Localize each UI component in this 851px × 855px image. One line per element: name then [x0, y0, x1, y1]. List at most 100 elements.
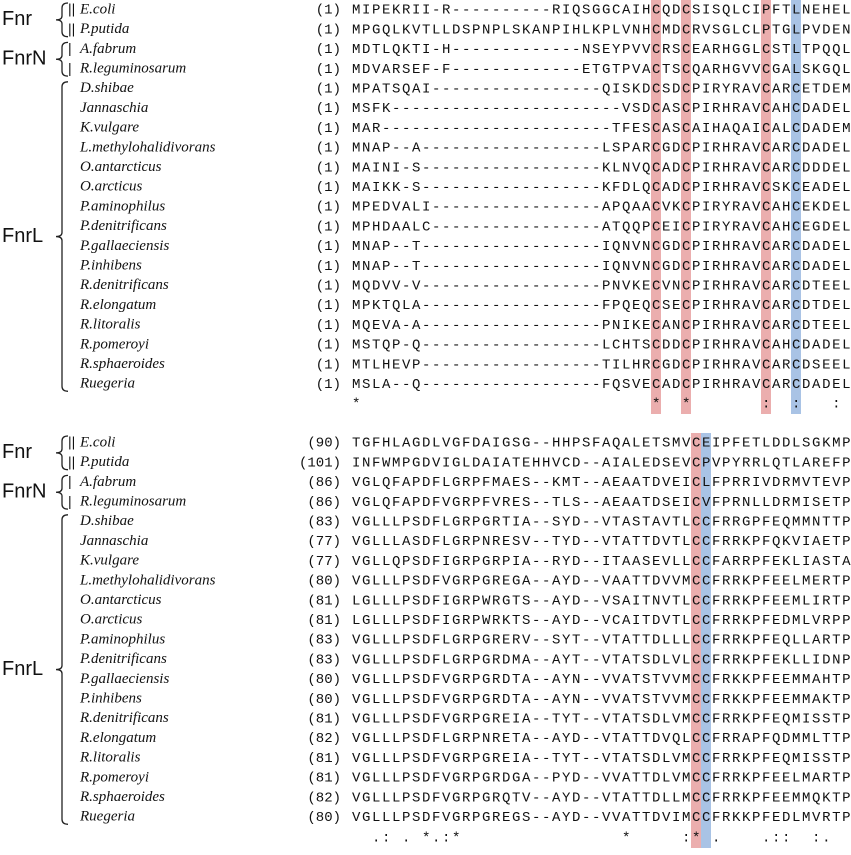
start-position: (1) [316, 141, 341, 157]
row-prefix: || [68, 434, 75, 450]
sequence: VGLLLPSDFLGRPGRERV--SYT--VTATTDLLLCCFRRK… [352, 633, 851, 649]
start-position: (1) [316, 22, 341, 38]
species-name: R.leguminosarum [79, 61, 186, 77]
species-name: R.sphaeroides [79, 789, 165, 805]
species-name: P.gallaeciensis [79, 238, 169, 254]
species-name: D.shibae [79, 80, 134, 96]
sequence: MTLHEVP------------------TILHRCGDCPIRHRA… [352, 357, 851, 373]
species-name: R.litoralis [79, 750, 141, 766]
species-name: R.denitrificans [79, 710, 169, 726]
start-position: (80) [307, 672, 341, 688]
start-position: (80) [307, 574, 341, 590]
start-position: (1) [316, 82, 341, 98]
start-position: (81) [307, 771, 341, 787]
start-position: (1) [316, 239, 341, 255]
species-name: R.pomeroyi [79, 769, 149, 785]
start-position: (1) [316, 101, 341, 117]
sequence: VGLLLPSDFVGRPGRDGA--PYD--VVATTDLVMCCFRRK… [352, 771, 851, 787]
sequence: VGLLLASDFLGRPNRESV--TYD--VTATTDVTLCCFRRK… [352, 534, 851, 550]
species-name: R.elongatum [79, 730, 156, 746]
species-name: Ruegeria [79, 376, 135, 392]
sequence: MQEVA-A------------------PNIKECANCPIRHRA… [352, 318, 851, 334]
sequence: LGLLLPSDFIGRPWRGTS--AYD--VSAITNVTLCCFRRK… [352, 593, 851, 609]
sequence: VGLLLPSDFLGRPNRETA--AYD--VTATTDVQLCCFRRA… [352, 731, 851, 747]
row-prefix: | [68, 493, 72, 509]
species-name: D.shibae [79, 513, 134, 529]
group-bracket [55, 41, 69, 77]
species-name: P.putida [79, 454, 129, 470]
species-name: O.arcticus [80, 179, 143, 195]
species-name: P.aminophilus [79, 631, 165, 647]
species-name: P.inhibens [79, 258, 142, 274]
species-name: E.coli [79, 1, 115, 17]
group-bracket [55, 81, 69, 392]
species-name: K.vulgare [79, 120, 139, 136]
start-position: (1) [316, 219, 341, 235]
start-position: (77) [307, 534, 341, 550]
start-position: (81) [307, 712, 341, 728]
start-position: (1) [316, 160, 341, 176]
sequence: MPGQLKVTLLDSPNPLSKANPIHLKPLVNHCMDCRVSGLC… [352, 22, 851, 38]
species-name: L.methylohalidivorans [79, 139, 216, 155]
sequence: MPATSQAI-----------------QISKDCSDCPIRYRA… [352, 82, 851, 98]
start-position: (1) [316, 180, 341, 196]
group-label: Fnr [2, 441, 32, 463]
sequence: VGLLLPSDFVGRPGREIA--TYT--VTATSDLVMCCFRRK… [352, 712, 851, 728]
start-position: (86) [307, 495, 341, 511]
species-name: P.inhibens [79, 691, 142, 707]
highlight-column [791, 0, 801, 414]
row-prefix: || [68, 1, 75, 17]
sequence: MNAP--T------------------IQNVNCGDCPIRHRA… [352, 239, 851, 255]
start-position: (81) [307, 613, 341, 629]
start-position: (1) [316, 200, 341, 216]
sequence: VGLLLPSDFVGRPGREGA--AYD--VAATTDVVMCCFRRK… [352, 574, 851, 590]
sequence: MPHDAALC-----------------ATQQPCEICPIRYRA… [352, 219, 851, 235]
sequence: MAR-----------------------TFESCASCAIHAQA… [352, 121, 851, 137]
highlight-column [761, 0, 771, 414]
start-position: (1) [316, 259, 341, 275]
conservation-line: .: . *.:* * :* . .:: :. [352, 831, 832, 847]
species-name: Jannaschia [80, 100, 148, 116]
sequence: INFWMPGDVIGLDAIATEHHVCD--AIALEDSEVCPVPYR… [352, 455, 851, 471]
sequence: MDVARSEF-F-------------ETGTPVACTSCQARHGV… [352, 62, 851, 78]
start-position: (1) [316, 279, 341, 295]
sequence: VGLLQPSDFIGRPGRPIA--RYD--ITAASEVLLCCFARR… [352, 554, 851, 570]
species-name: P.gallaeciensis [79, 671, 169, 687]
species-name: P.putida [79, 21, 129, 37]
species-name: R.elongatum [79, 297, 156, 313]
species-name: Ruegeria [79, 809, 135, 825]
group-bracket [55, 474, 69, 510]
start-position: (77) [307, 554, 341, 570]
sequence: MDTLQKTI-H-------------NSEYPVVCRSCEARHGG… [352, 42, 851, 58]
start-position: (83) [307, 633, 341, 649]
start-position: (1) [316, 121, 341, 137]
group-bracket [55, 435, 69, 471]
group-bracket [55, 514, 69, 825]
start-position: (1) [316, 318, 341, 334]
species-name: A.fabrum [79, 474, 136, 490]
species-name: K.vulgare [79, 553, 139, 569]
group-label: Fnr [2, 8, 32, 30]
species-name: R.denitrificans [79, 277, 169, 293]
species-name: R.pomeroyi [79, 336, 149, 352]
sequence: MIPEKRII-R----------RIQSGGCAIHCQDCSISQLC… [352, 3, 851, 19]
sequence: VGLLLPSDFLGRPGRTIA--SYD--VTASTAVTLCCFRRG… [352, 515, 851, 531]
start-position: (82) [307, 790, 341, 806]
sequence: VGLQFAPDFLGRPFMAES--KMT--AEAATDVEICLFPRR… [352, 475, 851, 491]
sequence: VGLLLPSDFVGRPGRQTV--AYD--VTATTDLLMCCFRRK… [352, 790, 851, 806]
species-name: P.denitrificans [79, 651, 167, 667]
sequence: MQDVV-V------------------PNVKECVNCPIRHRA… [352, 279, 851, 295]
start-position: (80) [307, 810, 341, 826]
sequence: VGLLLPSDFVGRPGRDTA--AYN--VVATSTVVMCCFRKK… [352, 672, 851, 688]
start-position: (82) [307, 731, 341, 747]
species-name: P.denitrificans [79, 218, 167, 234]
conservation-line: * * * : : : [352, 397, 842, 413]
start-position: (1) [316, 3, 341, 19]
sequence: MPEDVALI-----------------APQAACVKCPIRYRA… [352, 200, 851, 216]
sequence: MPKTQLA------------------FPQEQCSECPIRHRA… [352, 298, 851, 314]
species-name: P.aminophilus [79, 198, 165, 214]
species-name: R.leguminosarum [79, 494, 186, 510]
start-position: (80) [307, 692, 341, 708]
start-position: (81) [307, 751, 341, 767]
